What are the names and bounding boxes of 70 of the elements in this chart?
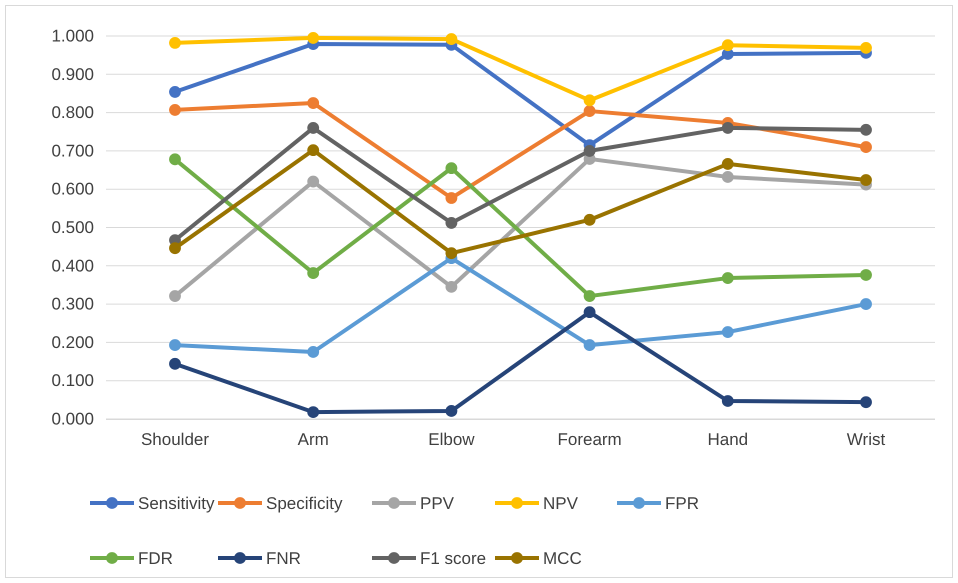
point [584, 105, 596, 117]
point [722, 39, 734, 52]
point [584, 144, 596, 157]
point [169, 358, 181, 370]
point [445, 217, 458, 229]
legend-label: MCC [543, 548, 582, 568]
point [860, 269, 872, 281]
point [445, 405, 458, 417]
x-tick-label: Arm [298, 430, 329, 450]
y-tick-label: 0.800 [51, 103, 94, 122]
y-tick-label: 0.300 [51, 294, 94, 314]
point [307, 97, 320, 109]
x-tick-label: Wrist [846, 430, 886, 450]
x-tick-label: Forearm [557, 430, 622, 450]
point [860, 42, 872, 54]
point [169, 153, 181, 166]
legend-label: PPV [420, 494, 455, 513]
y-tick-label: 0.400 [51, 256, 94, 276]
point [307, 346, 320, 358]
point [860, 141, 872, 153]
point [169, 36, 181, 49]
y-tick-label: 0.000 [51, 409, 94, 428]
point [722, 326, 734, 338]
point [307, 176, 320, 188]
point [169, 104, 181, 116]
legend-label: F1 score [420, 548, 486, 568]
y-tick-label: 0.900 [51, 64, 94, 84]
legend-label: Specificity [266, 494, 344, 513]
legend-label: FNR [266, 548, 301, 568]
point [445, 33, 458, 45]
point [445, 247, 458, 260]
point [860, 396, 872, 408]
point [722, 395, 734, 407]
point [169, 86, 181, 98]
x-tick-label: Hand [707, 430, 748, 450]
point [307, 144, 320, 156]
legend-label: NPV [543, 494, 579, 513]
legend-label: Sensitivity [138, 494, 216, 513]
x-tick-label: Shoulder [140, 430, 210, 450]
point [584, 290, 596, 302]
y-tick-label: 0.200 [51, 332, 94, 352]
y-tick-label: 0.700 [51, 141, 94, 160]
point [584, 214, 596, 226]
point [860, 298, 872, 310]
legend-label: FDR [138, 548, 173, 568]
point [169, 339, 181, 351]
x-tick-label: Elbow [428, 430, 476, 450]
point [584, 306, 596, 318]
point [722, 158, 734, 170]
point [169, 290, 181, 302]
point [860, 174, 872, 186]
y-tick-label: 0.600 [51, 180, 94, 199]
point [445, 162, 458, 174]
y-tick-label: 0.100 [51, 371, 94, 390]
point [722, 122, 734, 134]
point [307, 406, 320, 418]
point [722, 171, 734, 183]
y-tick-label: 0.500 [51, 218, 94, 237]
point [307, 32, 320, 44]
point [445, 192, 458, 204]
point [584, 94, 596, 106]
point [169, 242, 181, 254]
y-tick-label: 1.000 [51, 26, 94, 46]
legend-label: FPR [665, 494, 699, 513]
point [307, 267, 320, 279]
point [584, 339, 596, 351]
point [307, 122, 320, 134]
point [722, 272, 734, 284]
point [445, 280, 458, 293]
point [860, 124, 872, 136]
